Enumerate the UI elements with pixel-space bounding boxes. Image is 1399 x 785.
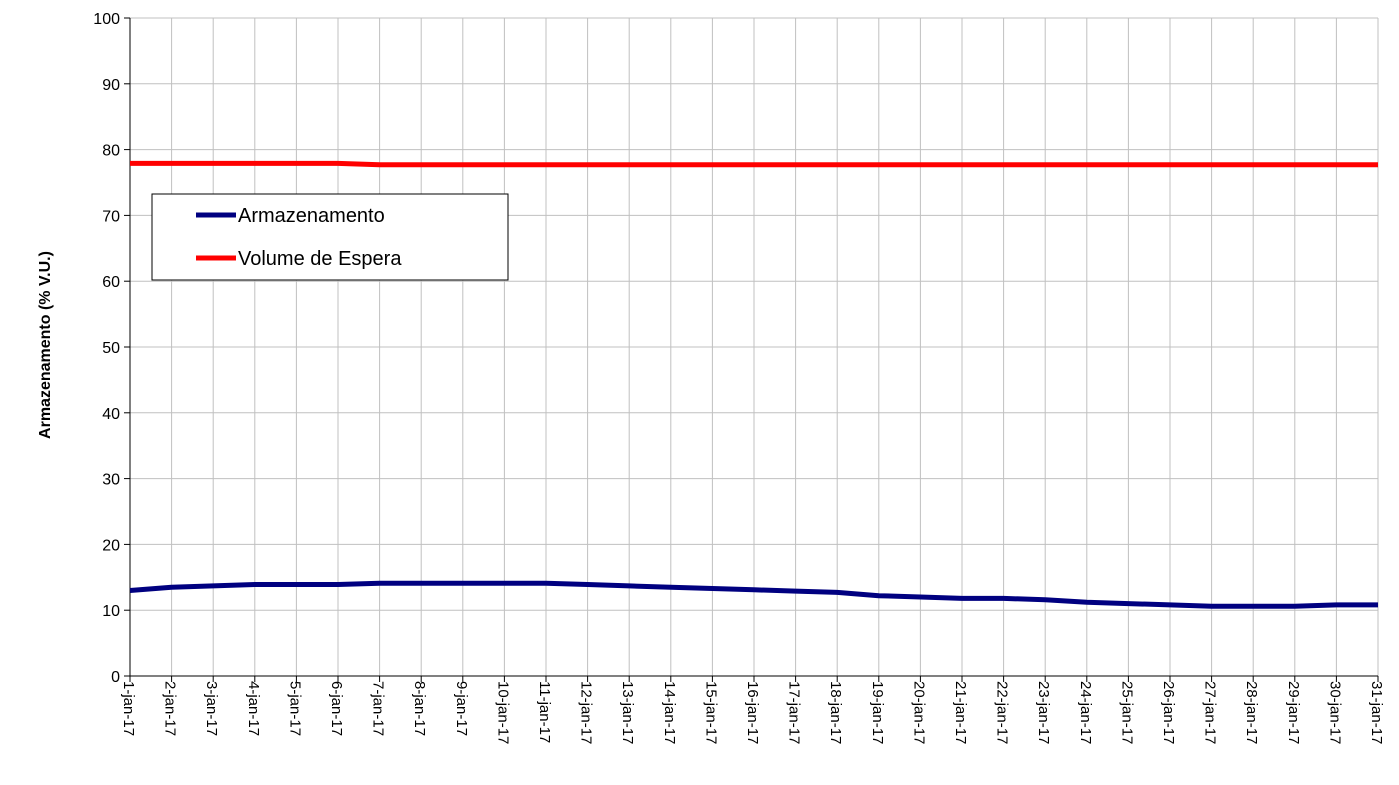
x-tick-label: 15-jan-17	[702, 681, 719, 744]
x-tick-label: 6-jan-17	[328, 681, 345, 736]
x-tick-label: 19-jan-17	[869, 681, 886, 744]
x-tick-label: 7-jan-17	[370, 681, 387, 736]
legend-box	[151, 193, 509, 281]
series-line-volume-de-espera	[130, 160, 1378, 168]
y-tick-label: 30	[102, 472, 120, 489]
x-tick-label: 20-jan-17	[910, 681, 927, 744]
x-tick-label: 14-jan-17	[661, 681, 678, 744]
x-tick-label: 23-jan-17	[1035, 681, 1052, 744]
x-tick-label: 16-jan-17	[744, 681, 761, 744]
x-tick-label: 29-jan-17	[1285, 681, 1302, 744]
x-tick-label: 17-jan-17	[786, 681, 803, 744]
y-tick-label: 50	[102, 340, 120, 357]
x-tick-label: 3-jan-17	[203, 681, 220, 736]
x-tick-label: 28-jan-17	[1243, 681, 1260, 744]
x-tick-label: 13-jan-17	[619, 681, 636, 744]
grid-lines	[130, 17, 1379, 676]
axes	[124, 17, 1379, 682]
series-line-armazenamento	[129, 580, 1378, 609]
y-tick-label: 60	[102, 274, 120, 291]
x-tick-label: 25-jan-17	[1118, 681, 1135, 744]
y-tick-label: 40	[102, 406, 120, 423]
series-lines	[129, 160, 1378, 609]
x-tick-label: 9-jan-17	[453, 681, 470, 736]
y-tick-label: 0	[111, 669, 120, 686]
x-tick-label: 21-jan-17	[952, 681, 969, 744]
y-tick-label: 90	[102, 77, 120, 94]
x-tick-label: 12-jan-17	[578, 681, 595, 744]
x-tick-label: 8-jan-17	[411, 681, 428, 736]
x-tick-label: 18-jan-17	[827, 681, 844, 744]
y-tick-labels: 0 10 20 30 40 50 60 70 80 90 100	[93, 11, 120, 686]
x-tick-label: 2-jan-17	[162, 681, 179, 736]
x-tick-label: 30-jan-17	[1326, 681, 1343, 744]
x-tick-label: 24-jan-17	[1077, 681, 1094, 744]
x-tick-label: 27-jan-17	[1202, 681, 1219, 744]
x-tick-label: 5-jan-17	[286, 681, 303, 736]
y-tick-label: 70	[102, 208, 120, 225]
x-tick-labels: 1-jan-17 2-jan-17 3-jan-17 4-jan-17 5-jan-17…	[120, 681, 1385, 744]
x-tick-label: 1-jan-17	[120, 681, 137, 736]
legend-label-volume-de-espera: Volume de Espera	[238, 248, 402, 270]
x-tick-label: 22-jan-17	[994, 681, 1011, 744]
x-tick-label: 10-jan-17	[494, 681, 511, 744]
x-tick-label: 4-jan-17	[245, 681, 262, 736]
legend: Armazenamento Volume de Espera	[151, 193, 509, 281]
y-tick-label: 100	[93, 11, 120, 28]
x-tick-label: 31-jan-17	[1368, 681, 1385, 744]
x-tick-label: 26-jan-17	[1160, 681, 1177, 744]
y-axis-label: Armazenamento (% V.U.)	[37, 251, 54, 439]
y-tick-label: 20	[102, 537, 120, 554]
x-tick-label: 11-jan-17	[536, 681, 553, 743]
y-tick-label: 10	[102, 603, 120, 620]
legend-label-armazenamento: Armazenamento	[238, 205, 385, 227]
y-tick-label: 80	[102, 143, 120, 160]
